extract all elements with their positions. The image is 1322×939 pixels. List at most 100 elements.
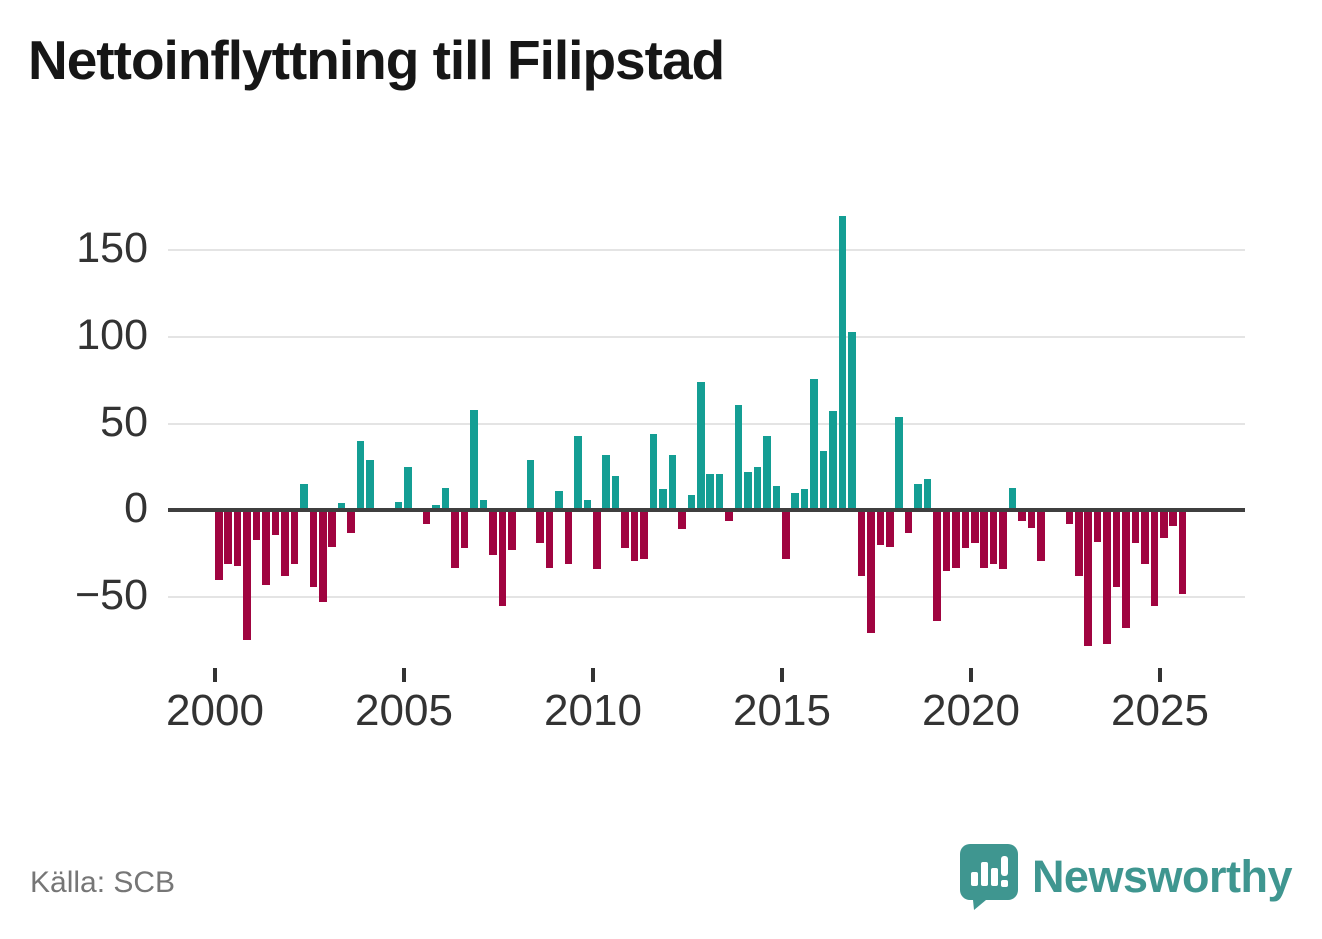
bar [1131, 510, 1140, 544]
bar [1169, 510, 1178, 526]
x-axis-tick-label: 2005 [355, 686, 453, 735]
bar [583, 499, 592, 511]
bar [593, 510, 601, 570]
bar [848, 331, 856, 511]
bar [838, 215, 847, 511]
zero-axis-line [168, 508, 1245, 513]
bar [706, 473, 714, 511]
bar [1141, 510, 1149, 565]
bar [725, 510, 733, 521]
bar [819, 451, 828, 511]
newsworthy-wordmark: Newsworthy [1031, 851, 1293, 902]
bar [810, 378, 818, 511]
bar [867, 510, 875, 634]
bar [262, 510, 270, 585]
x-axis-tick-mark [591, 668, 595, 682]
x-axis-tick-mark [402, 668, 406, 682]
bar [885, 510, 894, 547]
bar [999, 510, 1007, 570]
bar [470, 409, 478, 511]
y-axis-tick-label: 100 [76, 310, 148, 359]
bar [933, 510, 941, 622]
bar [309, 510, 318, 587]
bar [1027, 510, 1036, 528]
bar [621, 510, 629, 549]
bar [564, 510, 573, 565]
x-axis-tick-label: 2015 [733, 686, 831, 735]
bar [1084, 510, 1092, 646]
x-axis-tick-mark [780, 668, 784, 682]
y-axis-tick-label: 0 [124, 484, 148, 533]
bar [1150, 510, 1159, 606]
gridline [168, 335, 1245, 338]
bar [394, 501, 403, 511]
bar [555, 491, 563, 511]
bar [971, 510, 979, 544]
bar [441, 487, 450, 511]
x-axis-tick-label: 2000 [166, 686, 264, 735]
bar [952, 510, 960, 568]
y-axis-tick-label: −50 [75, 571, 148, 619]
bar [914, 484, 922, 511]
bar [1103, 510, 1111, 644]
bar [356, 440, 365, 511]
bar [545, 510, 554, 568]
bar [300, 484, 308, 511]
x-axis-tick-label: 2025 [1111, 686, 1209, 735]
bar [1008, 487, 1017, 511]
bar [422, 510, 431, 525]
bar [942, 510, 951, 571]
newsworthy-logo: Newsworthy [959, 844, 1293, 910]
bar [715, 473, 724, 511]
bar [366, 460, 374, 511]
bar [460, 510, 469, 549]
newsworthy-bubble-icon [959, 844, 1018, 910]
x-axis-tick-label: 2010 [544, 686, 642, 735]
bar [1018, 510, 1026, 521]
bar [489, 510, 497, 556]
bar [602, 454, 611, 511]
bar [337, 503, 346, 511]
bar [252, 510, 261, 540]
bar [763, 435, 771, 511]
bar [432, 505, 440, 511]
bar [961, 510, 970, 549]
source-label: Källa: SCB [30, 866, 176, 899]
bar [1074, 510, 1083, 577]
bar [290, 510, 299, 565]
bar [696, 381, 705, 511]
bar [451, 510, 459, 568]
bar [479, 499, 488, 511]
gridline [168, 422, 1245, 425]
bar [574, 435, 582, 511]
x-axis-tick-mark [213, 668, 217, 682]
bar [687, 494, 696, 511]
bar [923, 479, 932, 511]
bar [536, 510, 544, 544]
bar [895, 416, 903, 511]
bar [640, 510, 648, 559]
bar [649, 434, 658, 511]
bar [659, 489, 667, 511]
bar [224, 510, 233, 565]
bar [980, 510, 989, 568]
bar [734, 404, 743, 511]
bar [347, 510, 355, 533]
bar [1122, 510, 1130, 629]
x-axis-tick-mark [1158, 668, 1162, 682]
bar [668, 454, 677, 511]
bar [281, 510, 289, 577]
bar [904, 510, 913, 533]
bar [630, 510, 639, 561]
bar [498, 510, 507, 606]
x-axis-tick-mark [969, 668, 973, 682]
bar [215, 510, 223, 580]
bar [526, 460, 535, 511]
bar [772, 486, 781, 511]
y-axis-tick-label: 50 [100, 397, 148, 446]
bar [857, 510, 866, 577]
gridline [168, 596, 1245, 598]
bar [1112, 510, 1121, 587]
bar [328, 510, 336, 547]
